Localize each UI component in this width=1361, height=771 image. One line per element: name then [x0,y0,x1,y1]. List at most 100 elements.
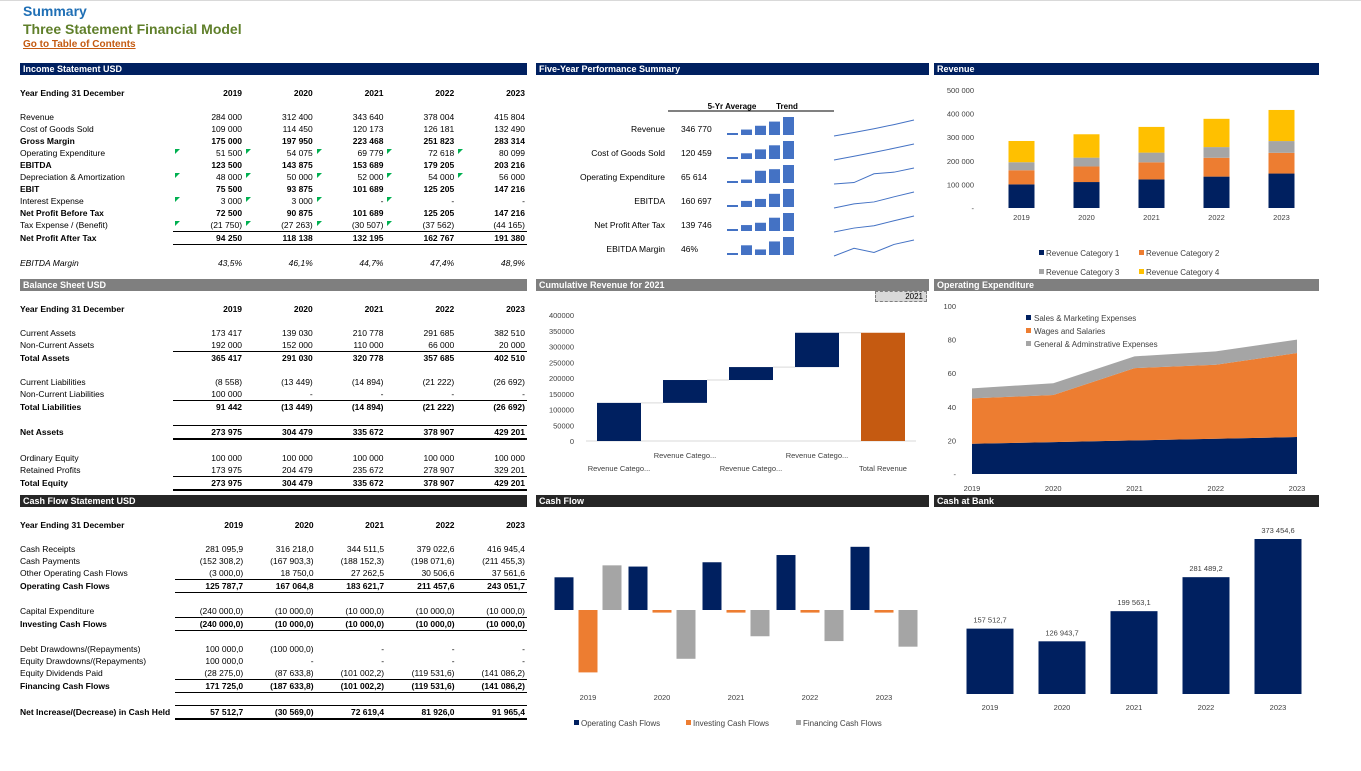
spark-bar [727,229,738,231]
five-year-avg-value: 139 746 [681,220,712,230]
spark-bar [727,181,738,183]
row-label: Current Assets [20,328,76,338]
cell-text: 51 500 [216,148,243,158]
cell-text: (21 750) [210,220,243,230]
data-label: 373 454,6 [1261,526,1294,535]
row-value: (188 152,3) [316,555,386,567]
row-value [316,631,386,644]
row-value: 56 000 [456,171,527,183]
row-value: 139 030 [244,327,315,339]
row-value [386,693,456,706]
row-value: 30 506,6 [386,567,456,580]
row-value: (21 222) [386,376,457,388]
legend-swatch [1139,250,1144,255]
row-value: 152 000 [244,339,315,352]
row-value: 329 201 [456,464,527,477]
row-label: Investing Cash Flows [20,619,107,629]
row-value: - [316,655,386,667]
page-title: Summary [23,3,87,19]
y-tick-label: 60 [948,369,956,378]
row-value: (10 000,0) [316,605,386,618]
cell-text: 54 075 [286,148,313,158]
cell-text: (8 558) [215,377,243,387]
cell-text: 344 511,5 [346,544,385,554]
cell-text: 284 000 [211,112,243,122]
change-marker-icon [387,197,393,202]
five-year-avg-value: 46% [681,244,698,254]
toc-link[interactable]: Go to Table of Contents [23,39,136,50]
row-value: 51 500 [173,147,244,159]
y-tick-label: 300000 [549,343,574,352]
row-value: 183 621,7 [315,579,387,593]
spark-line [833,167,915,185]
row-label: Debt Drawdowns/(Repayments) [20,644,141,654]
row-value: - [386,388,457,401]
row-label: Equity Drawdowns/(Repayments) [20,656,147,666]
year-selector[interactable]: 2021 [875,291,927,302]
row-value: (240 000,0) [174,617,246,631]
row-value: 48 000 [173,171,244,183]
cell-text: 110 000 [353,340,384,350]
opex-area [972,339,1297,399]
cell-text: 167 064,8 [275,581,314,591]
cell-text: 100 000 [211,453,243,463]
cell-text: (14 894) [351,377,384,387]
revenue-chart-header: Revenue [934,63,1319,75]
opex-chart-header: Operating Expenditure [934,279,1319,291]
row-value: 100 000 [173,388,244,401]
year-header-cell: 2022 [435,88,455,98]
row-value: 43,5% [173,257,244,269]
cell-text: 223 468 [352,136,384,146]
cell-text: (187 633,8) [270,681,314,691]
row-value: 344 511,5 [316,543,386,555]
spark-bar [769,169,780,183]
row-value: (21 222) [385,400,457,413]
cell-text: (240 000,0) [199,606,244,616]
row-value: 18 750,0 [245,567,315,580]
row-value: 304 479 [244,476,315,491]
change-marker-icon [316,173,322,178]
row-value: (26 692) [456,400,527,413]
x-tick-label: 2020 [1054,703,1071,712]
row-value: 100 000,0 [175,655,245,667]
year-header-cell: 2022 [435,304,455,314]
income-statement-panel: Income Statement USD Year Ending 31 Dece… [20,63,527,269]
change-marker-icon [316,197,322,202]
row-value: 123 500 [173,159,244,171]
y-tick-label: - [954,470,957,479]
spark-bar [727,133,738,135]
legend-label: Investing Cash Flows [693,719,769,728]
row-value: 197 950 [244,135,315,147]
cell-text: 291 030 [282,353,313,363]
spark-bar [769,217,780,231]
row-value: (27 263) [244,219,315,232]
row-value: 110 000 [315,339,386,352]
revenue-bar-segment [1203,157,1230,177]
year-header-cell: 2019 [223,88,243,98]
cell-text: - [381,656,385,666]
revenue-bar-segment [1268,141,1295,153]
row-value: - [315,195,386,207]
y-tick-label: 50000 [553,421,574,430]
legend-swatch [1026,315,1031,320]
cell-text: 3 000 [291,196,313,206]
x-tick-label: 2021 [1126,484,1143,493]
row-label: Net Assets [20,427,64,438]
row-label: Other Operating Cash Flows [20,568,128,579]
row-value: 47,4% [385,257,456,269]
spark-line [833,119,915,137]
row-value: (30 507) [315,219,386,232]
cell-text: 378 907 [423,427,455,437]
table-row: Total Equity 273 975 304 479 335 672 378 907… [20,476,527,491]
cell-text: 100 000 [423,453,455,463]
legend-swatch [686,720,691,725]
cell-text: 100 000,0 [205,644,244,654]
cash-flow-bar [676,610,696,659]
table-row [20,413,527,426]
row-value: 235 672 [315,464,386,477]
x-tick-label: 2021 [728,693,745,702]
spark-line [833,143,915,161]
row-value: (141 086,2) [456,679,527,693]
x-tick-label: 2020 [654,693,671,702]
year-header-row: Year Ending 31 December 2019 2020 2021 2022 2… [20,519,527,531]
